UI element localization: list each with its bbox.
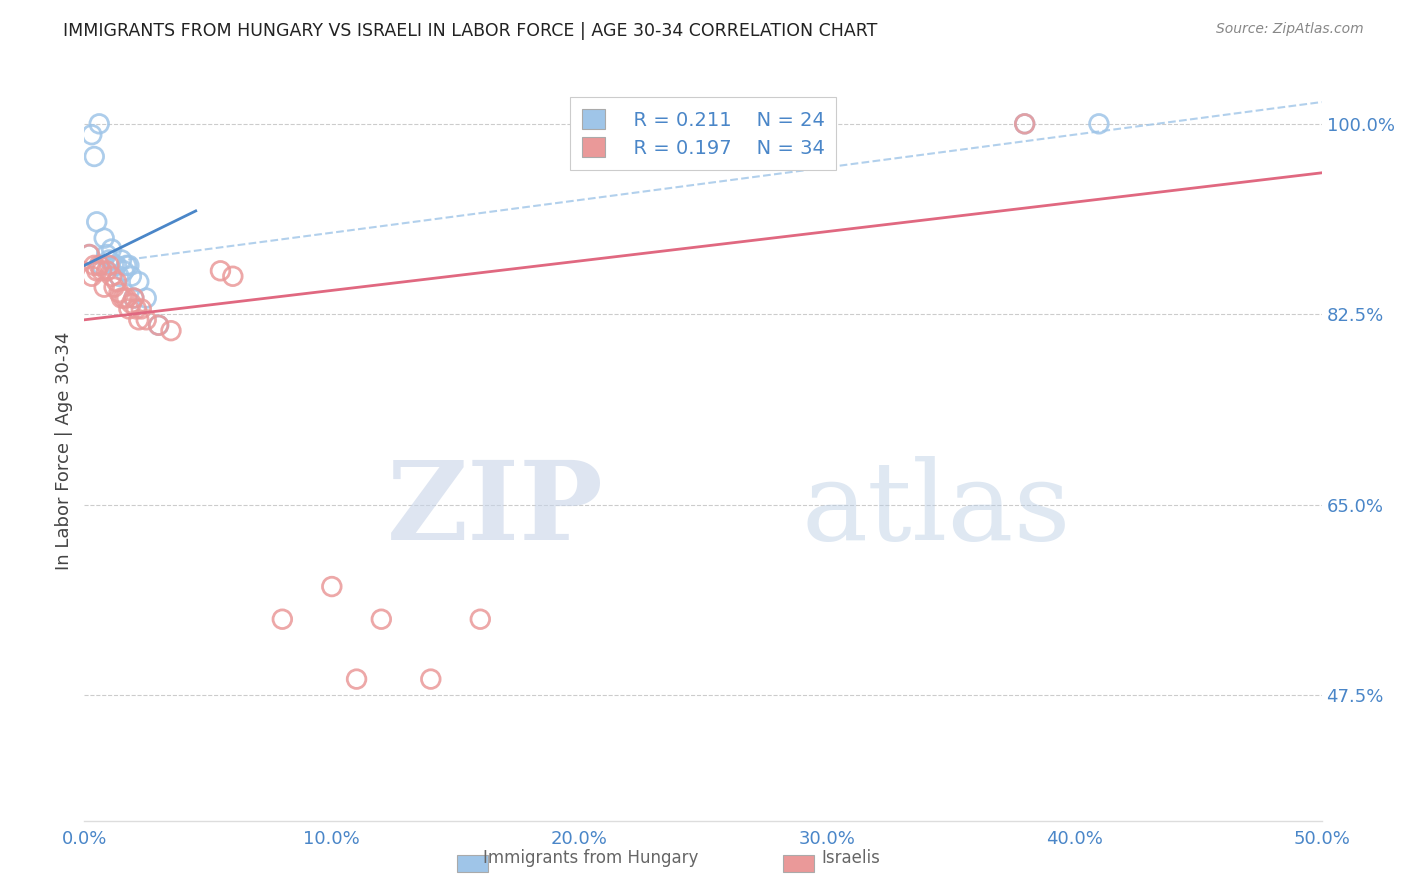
Point bbox=[112, 291, 135, 305]
Point bbox=[346, 672, 368, 686]
Point bbox=[470, 612, 492, 626]
Point bbox=[222, 269, 245, 284]
Point bbox=[120, 269, 142, 284]
Legend:   R = 0.211    N = 24,   R = 0.197    N = 34: R = 0.211 N = 24, R = 0.197 N = 34 bbox=[569, 97, 837, 169]
Point bbox=[93, 231, 115, 245]
Point bbox=[98, 252, 121, 267]
Point bbox=[115, 258, 138, 272]
Point bbox=[89, 258, 111, 272]
Point bbox=[80, 269, 103, 284]
Point bbox=[90, 264, 112, 278]
Point bbox=[90, 258, 112, 272]
Point bbox=[79, 247, 101, 261]
Point bbox=[96, 247, 118, 261]
Point bbox=[83, 258, 105, 272]
Point bbox=[105, 258, 128, 272]
Point bbox=[1014, 117, 1036, 131]
Point bbox=[129, 301, 152, 316]
Point bbox=[103, 280, 125, 294]
Point bbox=[118, 301, 141, 316]
Point bbox=[419, 672, 441, 686]
Point bbox=[86, 215, 108, 229]
Point bbox=[1088, 117, 1111, 131]
Point bbox=[83, 149, 105, 163]
Point bbox=[209, 264, 232, 278]
Text: Israelis: Israelis bbox=[821, 849, 880, 867]
Point bbox=[125, 301, 148, 316]
Point bbox=[128, 313, 150, 327]
Text: ZIP: ZIP bbox=[387, 456, 605, 563]
Point bbox=[108, 269, 131, 284]
Point bbox=[148, 318, 170, 333]
Point bbox=[105, 275, 128, 289]
Text: IMMIGRANTS FROM HUNGARY VS ISRAELI IN LABOR FORCE | AGE 30-34 CORRELATION CHART: IMMIGRANTS FROM HUNGARY VS ISRAELI IN LA… bbox=[63, 22, 877, 40]
Point bbox=[160, 324, 183, 338]
Point bbox=[321, 580, 343, 594]
Point bbox=[122, 291, 145, 305]
Point bbox=[110, 291, 132, 305]
Point bbox=[96, 264, 118, 278]
Text: Source: ZipAtlas.com: Source: ZipAtlas.com bbox=[1216, 22, 1364, 37]
Point bbox=[100, 242, 122, 256]
Point bbox=[115, 291, 138, 305]
Point bbox=[80, 128, 103, 142]
Point bbox=[93, 280, 115, 294]
Point bbox=[370, 612, 392, 626]
Text: Immigrants from Hungary: Immigrants from Hungary bbox=[482, 849, 699, 867]
Point bbox=[128, 275, 150, 289]
Point bbox=[112, 264, 135, 278]
Point bbox=[89, 117, 111, 131]
Point bbox=[79, 247, 101, 261]
Point bbox=[135, 291, 157, 305]
Point bbox=[148, 318, 170, 333]
Point bbox=[118, 258, 141, 272]
Point bbox=[135, 313, 157, 327]
Point bbox=[98, 258, 121, 272]
Point bbox=[103, 258, 125, 272]
Point bbox=[100, 269, 122, 284]
Point bbox=[86, 264, 108, 278]
Point bbox=[122, 291, 145, 305]
Text: atlas: atlas bbox=[801, 456, 1071, 563]
Point bbox=[108, 285, 131, 300]
Point bbox=[110, 252, 132, 267]
Point bbox=[120, 296, 142, 310]
Y-axis label: In Labor Force | Age 30-34: In Labor Force | Age 30-34 bbox=[55, 331, 73, 570]
Point bbox=[1014, 117, 1036, 131]
Point bbox=[271, 612, 294, 626]
